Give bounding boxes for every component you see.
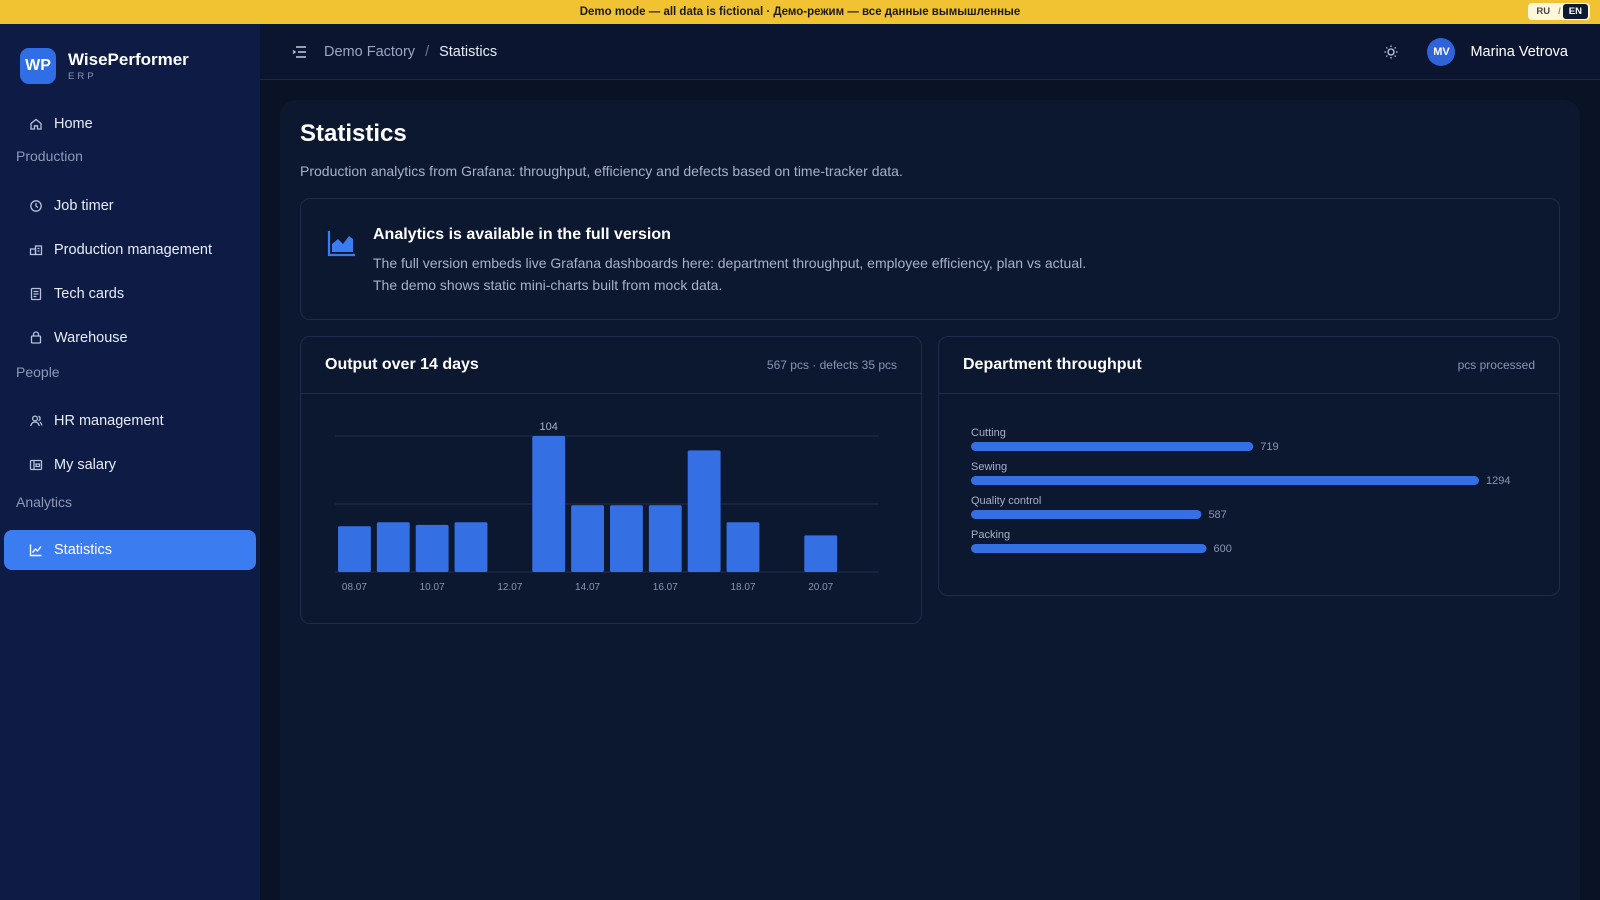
factory-icon [28,242,44,258]
chart-icon [28,542,44,558]
value-label: 1294 [1486,475,1510,487]
bar-sewing [971,476,1479,485]
breadcrumb-current: Statistics [439,43,498,60]
nav-section-analytics: Analytics [16,494,73,510]
bar-10.07 [415,524,449,572]
sidebar-item-my-salary[interactable]: My salary [4,445,256,485]
breadcrumb-separator: / [425,43,430,60]
category-label: Cutting [971,427,1006,439]
user-name[interactable]: Marina Vetrova [1470,43,1568,60]
department-bar-chart: Cutting 719 Sewing 1294 Quality control 587 Pa… [971,427,1510,555]
lang-en-button[interactable]: EN [1562,4,1588,19]
sidebar-item-hr-management[interactable]: HR management [4,401,256,441]
output-bar-chart: 08.07 10.07 12.07 14.07 16.07 18.07 20.07 104 [335,421,879,593]
category-label: Sewing [971,461,1007,473]
sidebar-item-warehouse[interactable]: Warehouse [4,318,256,358]
sidebar-item-statistics[interactable]: Statistics [4,530,256,570]
sidebar-item-home[interactable]: Home [4,104,256,144]
x-tick-label: 18.07 [730,582,755,593]
output-chart-summary: 567 pcs · defects 35 pcs [766,358,897,372]
bar-cutting [971,442,1254,451]
value-label: 600 [1214,543,1232,555]
x-tick-label: 08.07 [342,582,367,593]
department-chart-unit: pcs processed [1457,358,1535,372]
full-version-notice: Analytics is available in the full versi… [300,198,1560,320]
category-label: Quality control [971,495,1041,507]
notice-title: Analytics is available in the full versi… [373,226,671,243]
box-icon [28,330,44,346]
breadcrumb-demo-factory[interactable]: Demo Factory [324,43,416,60]
avatar[interactable]: MV [1427,37,1456,66]
sidebar-item-label: My salary [54,457,117,473]
top-header: Demo Factory / Statistics MV Marina Vetr… [260,24,1600,80]
x-tick-label: 20.07 [808,582,833,593]
breadcrumb: Demo Factory / Statistics [324,44,497,60]
users-icon [28,413,44,429]
data-label: 104 [540,421,558,433]
output-chart-card: Output over 14 days 567 pcs · defects 35… [300,336,922,624]
sidebar-item-tech-cards[interactable]: Tech cards [4,274,256,314]
value-label: 587 [1208,509,1226,521]
bar-20.07 [804,535,838,572]
sidebar-item-label: Warehouse [54,330,128,346]
sun-icon[interactable] [1383,42,1403,62]
x-tick-label: 16.07 [653,582,678,593]
bar-11.07 [454,522,488,572]
sidebar-item-label: Production management [54,242,212,258]
department-chart-card: Department throughput pcs processed Cutt… [938,336,1560,596]
demo-banner-text: Demo mode — all data is fictional · Демо… [579,6,1021,18]
department-chart-title: Department throughput [963,356,1142,373]
bar-quality-control [971,510,1202,519]
bar-09.07 [376,522,410,572]
value-label: 719 [1260,441,1278,453]
lang-ru-button[interactable]: RU [1536,6,1551,17]
sidebar-item-label: HR management [54,413,164,429]
bar-13.07 [532,436,566,572]
brand-name: WisePerformer [68,50,189,69]
document-icon [28,286,44,302]
bar-packing [971,544,1207,553]
demo-mode-banner: Demo mode — all data is fictional · Демо… [0,0,1600,24]
home-icon [28,116,44,132]
lang-separator: / [1558,6,1561,17]
sidebar-item-job-timer[interactable]: Job timer [4,186,256,226]
bar-14.07 [571,505,604,572]
output-chart-title: Output over 14 days [325,356,479,373]
main-content: Statistics Production analytics from Gra… [280,100,1580,900]
brand-logo: WP [20,48,56,84]
bar-18.07 [726,522,760,572]
x-tick-label: 10.07 [420,582,445,593]
bar-16.07 [648,505,682,572]
sidebar-item-label: Job timer [54,198,114,214]
nav-section-people: People [16,364,60,380]
brand[interactable]: WP WisePerformer ERP [0,24,260,94]
bar-15.07 [610,505,643,572]
x-tick-label: 14.07 [575,582,600,593]
sidebar-item-label: Statistics [54,542,113,558]
brand-subtitle: ERP [68,71,97,82]
sidebar: WP WisePerformer ERP Home Production Job… [0,24,260,900]
notice-text: The full version embeds live Grafana das… [373,255,1087,293]
clock-icon [28,198,44,214]
x-tick-label: 12.07 [497,582,522,593]
category-label: Packing [971,529,1010,541]
bar-17.07 [687,450,721,572]
wallet-icon [28,457,44,473]
menu-toggle-icon[interactable] [292,42,312,62]
page-description: Production analytics from Grafana: throu… [300,163,903,179]
page-title: Statistics [300,120,407,147]
language-switcher: RU / EN [1528,3,1590,20]
sidebar-item-label: Home [54,116,93,132]
area-chart-icon [327,229,357,257]
sidebar-item-production-management[interactable]: Production management [4,230,256,270]
bar-08.07 [338,526,371,572]
nav-section-production: Production [16,148,83,164]
sidebar-item-label: Tech cards [54,286,125,302]
